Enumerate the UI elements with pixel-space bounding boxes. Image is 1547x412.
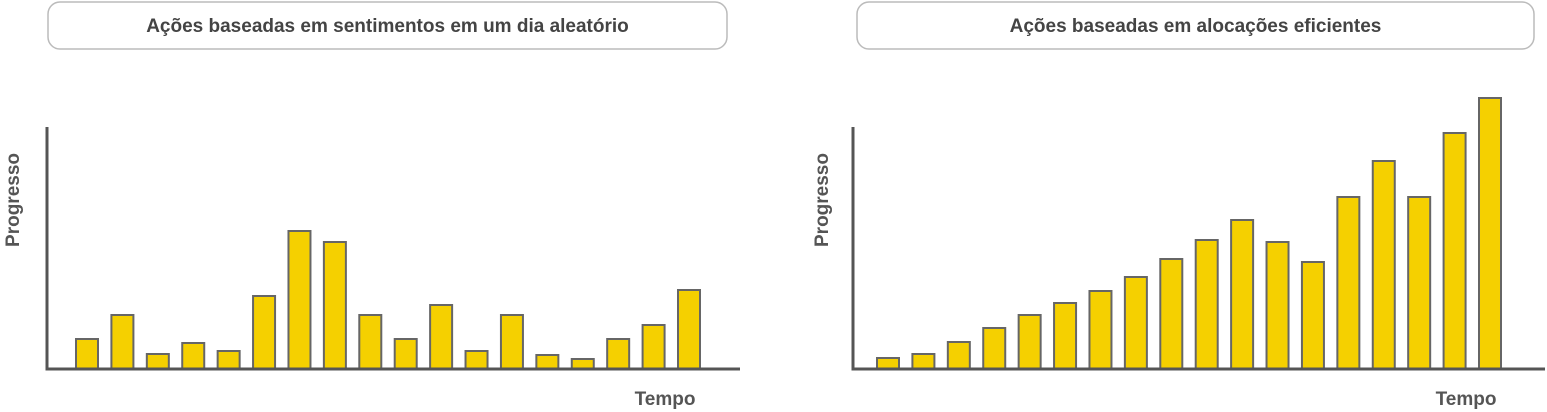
bar [358,314,383,370]
bar [946,341,971,370]
bar [1194,239,1219,370]
bar [1478,97,1502,370]
bar [911,353,936,370]
y-axis-label: Progresso [812,153,833,247]
bar [1265,241,1290,370]
bar [1230,219,1255,370]
bar [606,338,631,370]
bar [677,289,701,370]
bar [181,342,206,370]
bar [322,241,347,370]
bar [982,327,1007,370]
x-axis-label: Tempo [635,389,696,410]
bar [499,314,524,370]
bar [1442,132,1467,370]
y-axis-label: Progresso [3,153,24,247]
title-box [47,1,728,50]
bar [535,354,560,370]
bar [1017,314,1042,370]
bar [1371,160,1396,370]
bar [110,314,135,370]
bar [216,350,241,370]
bar [1053,302,1078,370]
bar [641,324,666,370]
bar [393,338,418,370]
bar [252,295,277,370]
bar [1123,276,1148,370]
bar [1300,261,1325,370]
bar [1336,196,1361,370]
bar [464,350,489,370]
chart-title: Ações baseadas em sentimentos em um dia … [146,16,629,37]
bar [287,230,312,370]
bar [1407,196,1432,370]
x-axis-label: Tempo [1436,389,1497,410]
bar [1159,258,1184,370]
bar [876,357,900,370]
bar [145,353,170,370]
bar [429,304,454,370]
title-box [856,1,1535,50]
bar [75,338,99,370]
bar [1088,290,1113,370]
chart-title: Ações baseadas em alocações eficientes [1010,16,1382,37]
